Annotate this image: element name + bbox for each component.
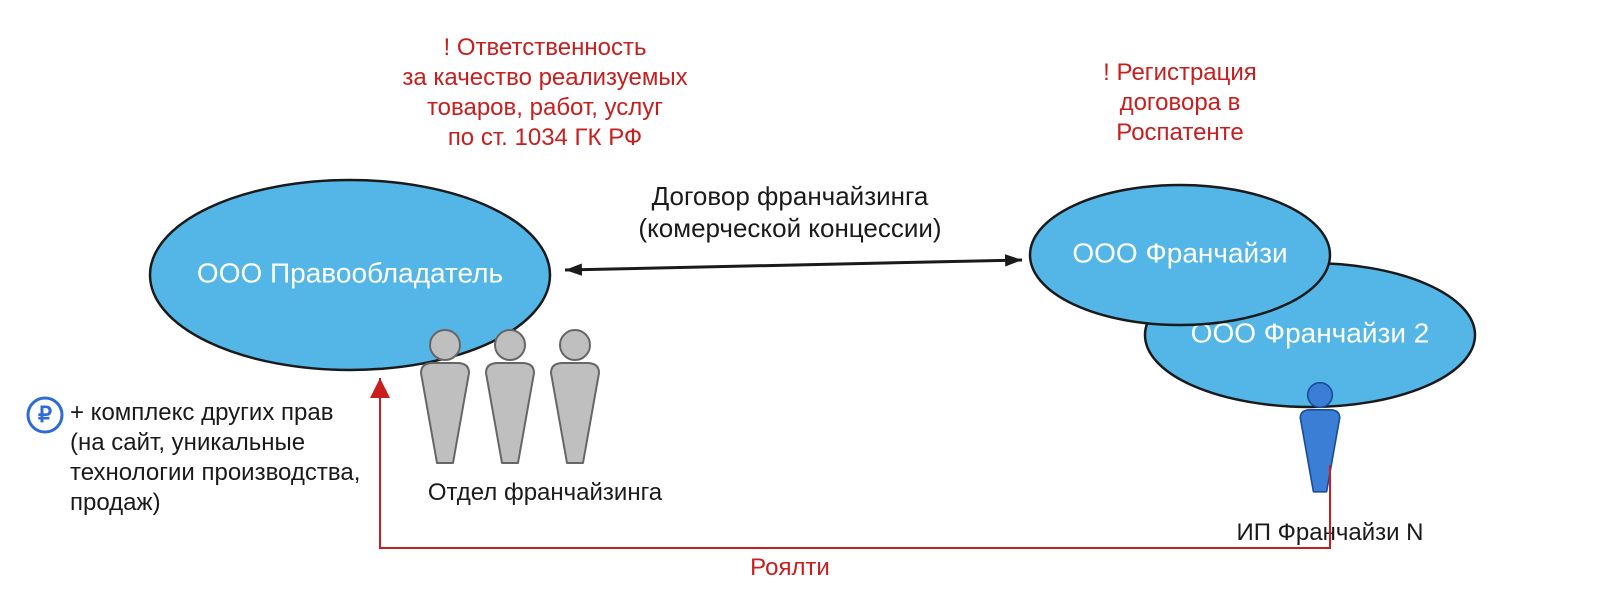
note-responsibility-line-3: по ст. 1034 ГК РФ: [448, 124, 642, 151]
note-registration-line-2: Роспатенте: [1116, 119, 1244, 146]
contract-arrow-head: [1005, 254, 1022, 266]
contract-arrow-head: [565, 263, 582, 275]
note-responsibility-line-2: товаров, работ, услуг: [427, 94, 663, 121]
ruble-icon: ₽: [38, 402, 52, 427]
note-responsibility-line-0: ! Ответственность: [444, 34, 647, 61]
ellipse-franch1-label: ООО Франчайзи: [1072, 237, 1287, 268]
person-gray-2: [551, 330, 599, 463]
ellipse-owner-label: ООО Правообладатель: [197, 257, 503, 288]
diagram-canvas: ООО ПравообладательООО Франчайзи 2ООО Фр…: [0, 0, 1600, 607]
dept-label: Отдел франчайзинга: [428, 479, 663, 506]
contract-label-line-0: Договор франчайзинга: [652, 181, 929, 211]
rights-note-line-3: продаж): [70, 489, 161, 516]
rights-note-line-0: + комплекс других прав: [70, 399, 333, 426]
note-registration-line-1: договора в: [1120, 89, 1241, 116]
royalty-label: Роялти: [750, 554, 830, 581]
person-gray-1: [486, 330, 534, 463]
royalty-arrow-head: [370, 378, 390, 398]
rights-note-line-1: (на сайт, уникальные: [70, 429, 305, 456]
rights-note-line-2: технологии производства,: [70, 459, 360, 486]
contract-label-line-1: (комерческой концессии): [638, 213, 941, 243]
contract-arrow-line: [565, 260, 1022, 270]
note-responsibility-line-1: за качество реализуемых: [402, 64, 687, 91]
note-registration-line-0: ! Регистрация: [1103, 59, 1257, 86]
